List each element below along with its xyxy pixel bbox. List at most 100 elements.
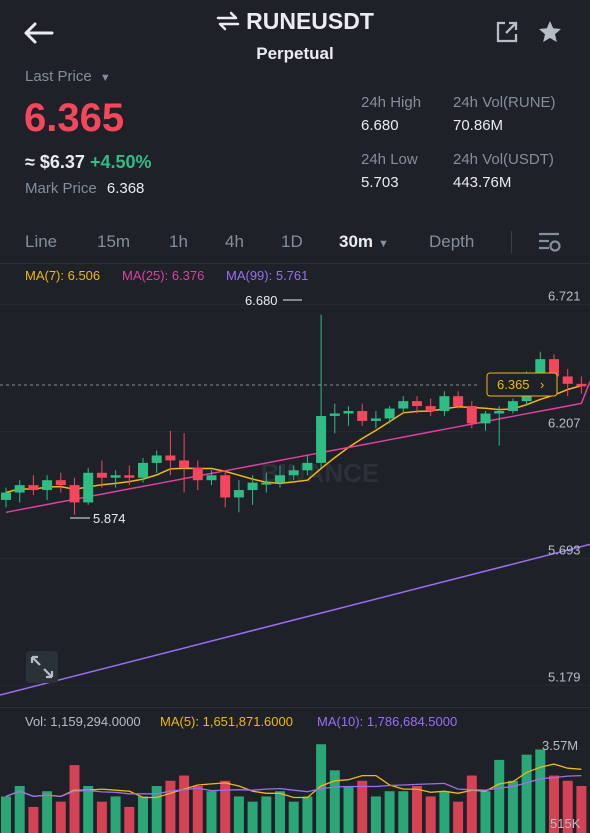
volume-bar	[302, 796, 313, 833]
candle	[370, 411, 381, 429]
low-marker-label: 5.874	[93, 511, 126, 526]
high-value: 6.680	[361, 117, 399, 134]
back-arrow-icon[interactable]	[22, 20, 54, 46]
volume-bar	[96, 801, 107, 833]
volume-bar	[1, 796, 11, 833]
candle	[316, 314, 327, 468]
indicator-settings-icon[interactable]	[537, 230, 563, 254]
candle	[220, 470, 231, 508]
current-price-tag-label: 6.365	[497, 377, 530, 392]
volume-bar	[562, 780, 573, 833]
volume-bar	[507, 780, 518, 833]
candle	[14, 480, 25, 503]
volume-bar	[42, 791, 53, 833]
high-marker-label: 6.680	[245, 293, 278, 308]
volume-label: Vol: 1,159,294.0000	[25, 714, 141, 729]
fullscreen-icon[interactable]	[26, 651, 58, 683]
volume-bar	[179, 775, 190, 833]
share-icon[interactable]	[495, 20, 519, 44]
tab-line[interactable]: Line	[25, 232, 58, 251]
volume-bar	[412, 786, 422, 833]
last-price-label[interactable]: Last Price ▼	[25, 68, 111, 85]
candle	[329, 403, 340, 434]
candle	[179, 433, 190, 493]
page-title[interactable]: RUNEUSDT	[0, 8, 590, 35]
volume-bar	[480, 791, 491, 833]
volume-bar	[275, 791, 285, 833]
candle	[302, 455, 313, 476]
vol-base-label: 24h Vol(RUNE)	[453, 94, 556, 111]
star-icon[interactable]	[537, 19, 563, 45]
volume-bar	[535, 749, 546, 833]
volume-bar	[439, 791, 450, 833]
candle	[480, 411, 491, 431]
contract-type: Perpetual	[256, 44, 334, 63]
candle	[1, 487, 11, 508]
candle	[384, 406, 395, 424]
low-marker: 5.874	[70, 511, 126, 526]
volume-bar	[165, 780, 176, 833]
candle	[439, 391, 450, 416]
ma25-label: MA(25): 6.376	[122, 268, 205, 283]
candle	[55, 472, 66, 493]
volume-bar	[343, 786, 354, 833]
volume-bar	[14, 786, 25, 833]
volume-bar	[138, 796, 148, 833]
vol-quote-label: 24h Vol(USDT)	[453, 151, 554, 168]
candle	[261, 472, 272, 493]
tab-15m[interactable]: 15m	[97, 232, 131, 251]
candle	[69, 477, 80, 515]
tab-1h[interactable]: 1h	[169, 232, 188, 251]
volume-ma10-label: MA(10): 1,786,684.5000	[317, 714, 458, 729]
candle	[357, 403, 368, 426]
volume-bar	[398, 791, 409, 833]
candle	[507, 398, 518, 414]
price-tick: 6.721	[548, 289, 581, 304]
candle	[83, 467, 94, 505]
chevron-down-icon: ▼	[378, 238, 389, 250]
mark-price-row: Mark Price 6.368	[25, 180, 144, 197]
candle	[343, 406, 354, 426]
pair-name: RUNEUSDT	[246, 8, 374, 34]
volume-bar	[466, 775, 477, 833]
volume-tick: 3.57M	[542, 738, 578, 753]
volume-chart: 3.57M 515K	[1, 738, 587, 833]
low-label: 24h Low	[361, 151, 418, 168]
candle	[466, 401, 477, 429]
volume-bar	[370, 796, 381, 833]
volume-bar	[288, 801, 299, 833]
volume-bar	[28, 806, 39, 833]
volume-bar	[55, 801, 66, 833]
tab-depth[interactable]: Depth	[429, 232, 475, 251]
volume-bar	[192, 786, 203, 833]
volume-ma5-line	[5, 763, 582, 799]
candle	[28, 475, 39, 495]
current-price-tag[interactable]: 6.365 ›	[486, 372, 558, 397]
volume-bar	[453, 801, 464, 833]
candle	[288, 465, 299, 481]
volume-bar	[220, 780, 231, 833]
candle	[165, 430, 176, 476]
high-label: 24h High	[361, 94, 422, 111]
volume-bar	[549, 775, 559, 833]
volume-bar	[261, 796, 272, 833]
tab-1d[interactable]: 1D	[281, 232, 303, 251]
candle	[233, 480, 244, 513]
candle	[96, 460, 107, 488]
tab-30m[interactable]: 30m ▼	[339, 232, 389, 251]
volume-bar	[329, 770, 340, 833]
tab-4h[interactable]: 4h	[225, 232, 244, 251]
vol-quote-value: 443.76M	[453, 174, 512, 191]
candle	[42, 475, 53, 500]
volume-bar	[384, 791, 395, 833]
price-chart[interactable]: BINANCE 6.721 6.207 5.693 5.179 6.680 5.…	[0, 285, 590, 705]
swap-arrows-icon[interactable]	[216, 11, 240, 31]
candle	[453, 391, 464, 409]
price-tick: 6.207	[548, 416, 581, 431]
volume-ma5-label: MA(5): 1,651,871.6000	[160, 714, 293, 729]
volume-bar	[69, 765, 80, 833]
candle	[206, 470, 217, 486]
volume-bar	[233, 796, 244, 833]
ma99-line	[0, 543, 590, 696]
divider	[0, 263, 590, 264]
